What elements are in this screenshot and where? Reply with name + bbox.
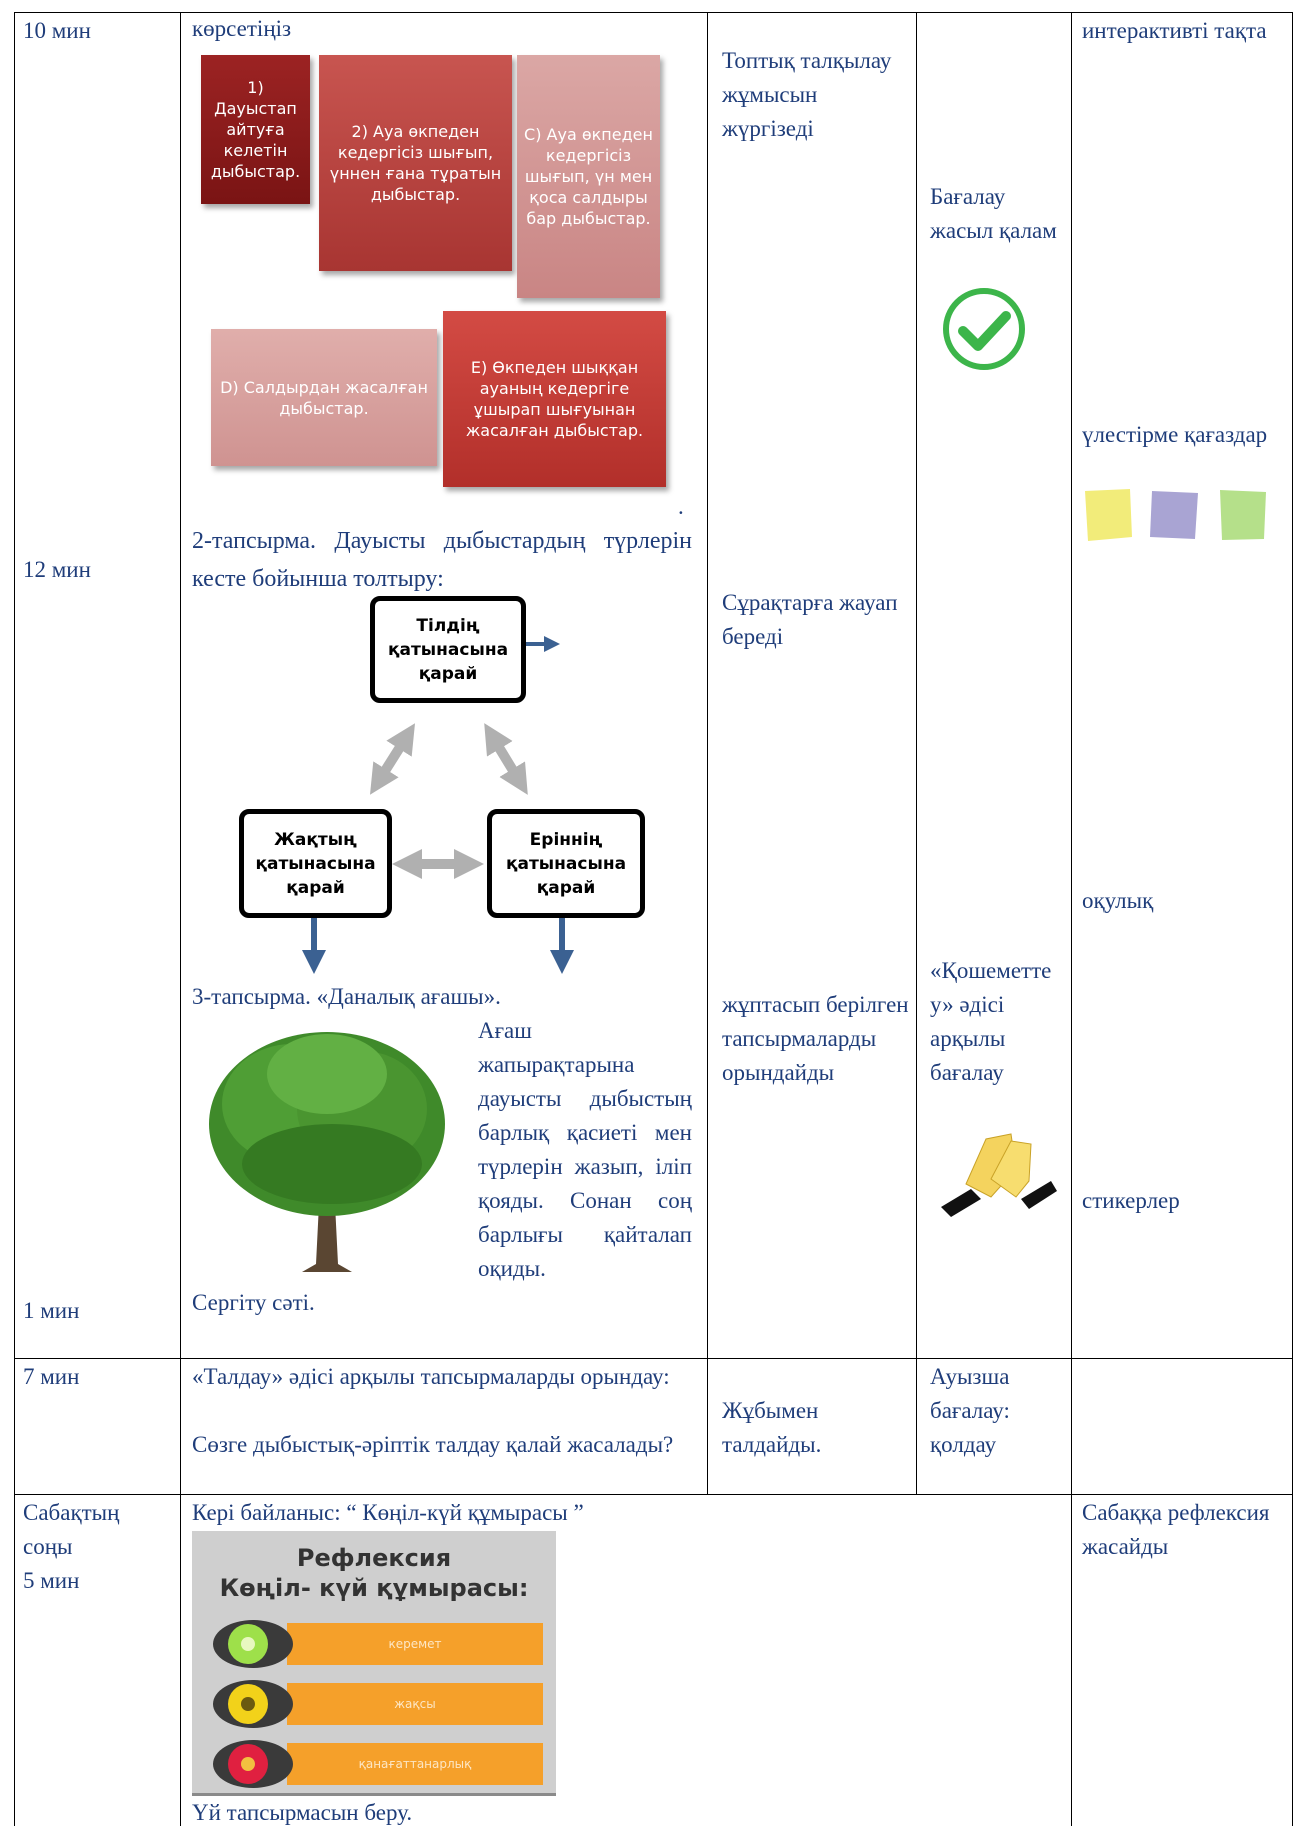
time: Сабақтың соңы bbox=[23, 1500, 120, 1559]
task-text: 2-тапсырма. Дауысты дыбыстардың түрлерін… bbox=[192, 528, 692, 592]
content-text: Кері байланыс: “ Көңіл-күй құмырасы ” bbox=[192, 1500, 584, 1525]
task-text: Ағаш жапырақтарына дауысты дыбыстың барл… bbox=[478, 1018, 692, 1281]
content-text: «Талдау» әдісі арқылы тапсырмаларды орын… bbox=[192, 1364, 670, 1389]
concept-box: 2) Ауа өкпеден кедергісіз шығып, үннен ғ… bbox=[319, 55, 512, 271]
sticky-notes bbox=[1085, 489, 1266, 541]
table-border bbox=[180, 12, 181, 1826]
diagram-node: Жақтың қатынасына қарай bbox=[239, 809, 392, 918]
student-activity: Топтық талқылау жұмысын жүргізеді bbox=[722, 48, 892, 141]
time: 1 мин bbox=[23, 1298, 80, 1323]
resource: стикерлер bbox=[1082, 1188, 1180, 1213]
table-border bbox=[14, 12, 15, 1826]
flower-icons bbox=[213, 1620, 293, 1788]
table-border bbox=[707, 12, 708, 1494]
concept-box: 1) Дауыстап айтуға келетін дыбыстар. bbox=[201, 55, 310, 204]
option-bar: қанағаттанарлық bbox=[287, 1743, 543, 1785]
time: 10 мин bbox=[23, 18, 91, 43]
assessment: Ауызша бағалау: қолдау bbox=[930, 1364, 1010, 1457]
resource: оқулық bbox=[1082, 888, 1154, 913]
content-text: Сергіту сәті. bbox=[192, 1290, 315, 1315]
tree-image bbox=[209, 1032, 445, 1272]
assessment: «Қошеметтеу» әдісі арқылы бағалау bbox=[930, 958, 1052, 1085]
content-text: көрсетіңіз bbox=[192, 16, 292, 41]
concept-box: D) Салдырдан жасалған дыбыстар. bbox=[211, 329, 437, 466]
time: 7 мин bbox=[23, 1364, 80, 1389]
reflection-image: Рефлексия Көңіл- күй құмырасы: керемет ж… bbox=[192, 1531, 556, 1796]
student-activity: Жұбымен талдайды. bbox=[722, 1398, 822, 1457]
time: 12 мин bbox=[23, 557, 91, 582]
diagram-node: Тілдің қатынасына қарай bbox=[370, 596, 526, 703]
image-title: Рефлексия bbox=[296, 1544, 452, 1572]
diagram-node: Еріннің қатынасына қарай bbox=[487, 809, 645, 918]
content-text: . bbox=[678, 494, 684, 519]
clap-icon bbox=[941, 1133, 1057, 1217]
concept-box: E) Өкпеден шыққан ауаның кедергіге ұшыра… bbox=[443, 311, 666, 487]
student-activity: Сұрақтарға жауап береді bbox=[722, 590, 898, 649]
task-text: 3-тапсырма. «Даналық ағашы». bbox=[192, 984, 501, 1009]
content-text: Үй тапсырмасын беру. bbox=[192, 1800, 413, 1825]
resource: Сабаққа рефлексия жасайды bbox=[1082, 1500, 1270, 1559]
content-text: Сөзге дыбыстық-әріптік талдау қалай жаса… bbox=[192, 1432, 674, 1457]
table-border bbox=[1292, 12, 1293, 1826]
image-subtitle: Көңіл- күй құмырасы: bbox=[219, 1574, 529, 1602]
table-border bbox=[14, 12, 1293, 13]
check-icon bbox=[943, 288, 1025, 370]
table-border bbox=[14, 1358, 1293, 1359]
diagram-arrows bbox=[302, 636, 574, 974]
resource: интерактивті тақта bbox=[1082, 18, 1267, 43]
table-border bbox=[14, 1494, 1293, 1495]
table-border bbox=[1071, 12, 1072, 1826]
time: 5 мин bbox=[23, 1568, 80, 1593]
student-activity: жұптасып берілген тапсырмаларды орындайд… bbox=[722, 992, 909, 1085]
assessment: Бағалау жасыл қалам bbox=[930, 184, 1057, 243]
option-bar: керемет bbox=[287, 1623, 543, 1665]
resource: үлестірме қағаздар bbox=[1082, 422, 1268, 447]
concept-box: C) Ауа өкпеден кедергісіз шығып, үн мен … bbox=[517, 55, 660, 298]
option-bar: жақсы bbox=[287, 1683, 543, 1725]
table-border bbox=[916, 12, 917, 1494]
